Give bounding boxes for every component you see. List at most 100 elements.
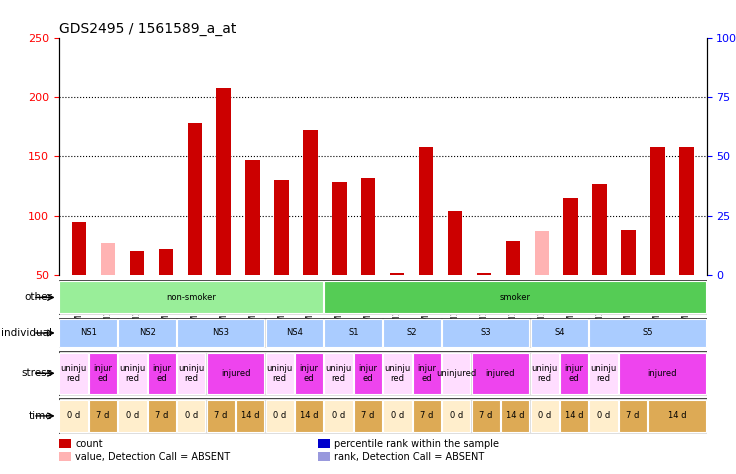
Text: value, Detection Call = ABSENT: value, Detection Call = ABSENT: [75, 452, 230, 462]
Text: uninju
red: uninju red: [384, 364, 411, 383]
Bar: [590, 319, 706, 347]
Point: [131, 0, 143, 4]
Text: 7 d: 7 d: [155, 411, 169, 420]
Text: 7 d: 7 d: [96, 411, 110, 420]
Bar: [679, 147, 693, 275]
Bar: [383, 400, 411, 432]
Text: injured: injured: [221, 369, 250, 378]
Text: 14 d: 14 d: [565, 411, 584, 420]
Bar: [354, 353, 382, 393]
Text: injur
ed: injur ed: [417, 364, 436, 383]
Bar: [148, 353, 176, 393]
Bar: [325, 282, 706, 313]
Text: 14 d: 14 d: [300, 411, 319, 420]
Text: NS1: NS1: [80, 328, 96, 337]
Text: S3: S3: [481, 328, 491, 337]
Bar: [89, 400, 117, 432]
Bar: [383, 353, 411, 393]
Bar: [390, 273, 404, 275]
Bar: [531, 353, 559, 393]
Text: 14 d: 14 d: [668, 411, 687, 420]
Bar: [413, 353, 441, 393]
Bar: [621, 230, 636, 275]
Bar: [332, 182, 347, 275]
Bar: [534, 231, 549, 275]
Text: rank, Detection Call = ABSENT: rank, Detection Call = ABSENT: [334, 452, 484, 462]
Bar: [60, 282, 323, 313]
Bar: [325, 353, 353, 393]
Bar: [59, 452, 71, 462]
Bar: [413, 400, 441, 432]
Text: other: other: [24, 292, 52, 302]
Bar: [177, 319, 264, 347]
Text: injur
ed: injur ed: [358, 364, 378, 383]
Text: 14 d: 14 d: [241, 411, 260, 420]
Bar: [472, 353, 529, 393]
Bar: [560, 353, 588, 393]
Text: 7 d: 7 d: [626, 411, 640, 420]
Text: 0 d: 0 d: [597, 411, 610, 420]
Text: 7 d: 7 d: [214, 411, 227, 420]
Bar: [101, 243, 116, 275]
Bar: [236, 400, 264, 432]
Text: 0 d: 0 d: [185, 411, 198, 420]
Text: stress: stress: [21, 368, 52, 378]
Text: injur
ed: injur ed: [152, 364, 171, 383]
Text: 0 d: 0 d: [126, 411, 139, 420]
Bar: [650, 147, 665, 275]
Bar: [442, 353, 470, 393]
Bar: [477, 273, 491, 275]
Bar: [118, 353, 146, 393]
Text: injur
ed: injur ed: [565, 364, 584, 383]
Bar: [560, 400, 588, 432]
Bar: [531, 319, 588, 347]
Bar: [564, 198, 578, 275]
Bar: [118, 319, 176, 347]
Text: uninju
red: uninju red: [325, 364, 352, 383]
Text: 0 d: 0 d: [450, 411, 463, 420]
Bar: [590, 400, 618, 432]
Text: 7 d: 7 d: [420, 411, 434, 420]
Text: time: time: [29, 411, 52, 421]
Text: individual: individual: [1, 328, 52, 338]
Text: GDS2495 / 1561589_a_at: GDS2495 / 1561589_a_at: [59, 21, 236, 36]
Bar: [442, 319, 529, 347]
Text: S1: S1: [348, 328, 358, 337]
Point: [392, 8, 403, 16]
Bar: [72, 222, 86, 275]
Text: NS2: NS2: [139, 328, 155, 337]
Text: count: count: [75, 438, 103, 449]
Bar: [60, 319, 117, 347]
Bar: [506, 241, 520, 275]
Bar: [245, 160, 260, 275]
Bar: [60, 400, 88, 432]
Bar: [188, 123, 202, 275]
Bar: [648, 400, 706, 432]
Bar: [207, 353, 264, 393]
Bar: [501, 400, 529, 432]
Bar: [318, 439, 330, 448]
Text: S4: S4: [554, 328, 565, 337]
Bar: [303, 130, 318, 275]
Text: uninju
red: uninju red: [60, 364, 87, 383]
Bar: [354, 400, 382, 432]
Bar: [419, 147, 434, 275]
Text: smoker: smoker: [500, 293, 531, 302]
Bar: [266, 319, 323, 347]
Text: uninju
red: uninju red: [531, 364, 558, 383]
Text: uninjured: uninjured: [436, 369, 476, 378]
Bar: [177, 353, 205, 393]
Text: S2: S2: [407, 328, 417, 337]
Text: S5: S5: [643, 328, 653, 337]
Bar: [531, 400, 559, 432]
Text: uninju
red: uninju red: [590, 364, 617, 383]
Bar: [295, 353, 323, 393]
Bar: [59, 439, 71, 448]
Bar: [275, 180, 289, 275]
Text: injur
ed: injur ed: [93, 364, 113, 383]
Bar: [325, 400, 353, 432]
Text: 0 d: 0 d: [391, 411, 404, 420]
Bar: [472, 400, 500, 432]
Bar: [325, 319, 382, 347]
Bar: [383, 319, 441, 347]
